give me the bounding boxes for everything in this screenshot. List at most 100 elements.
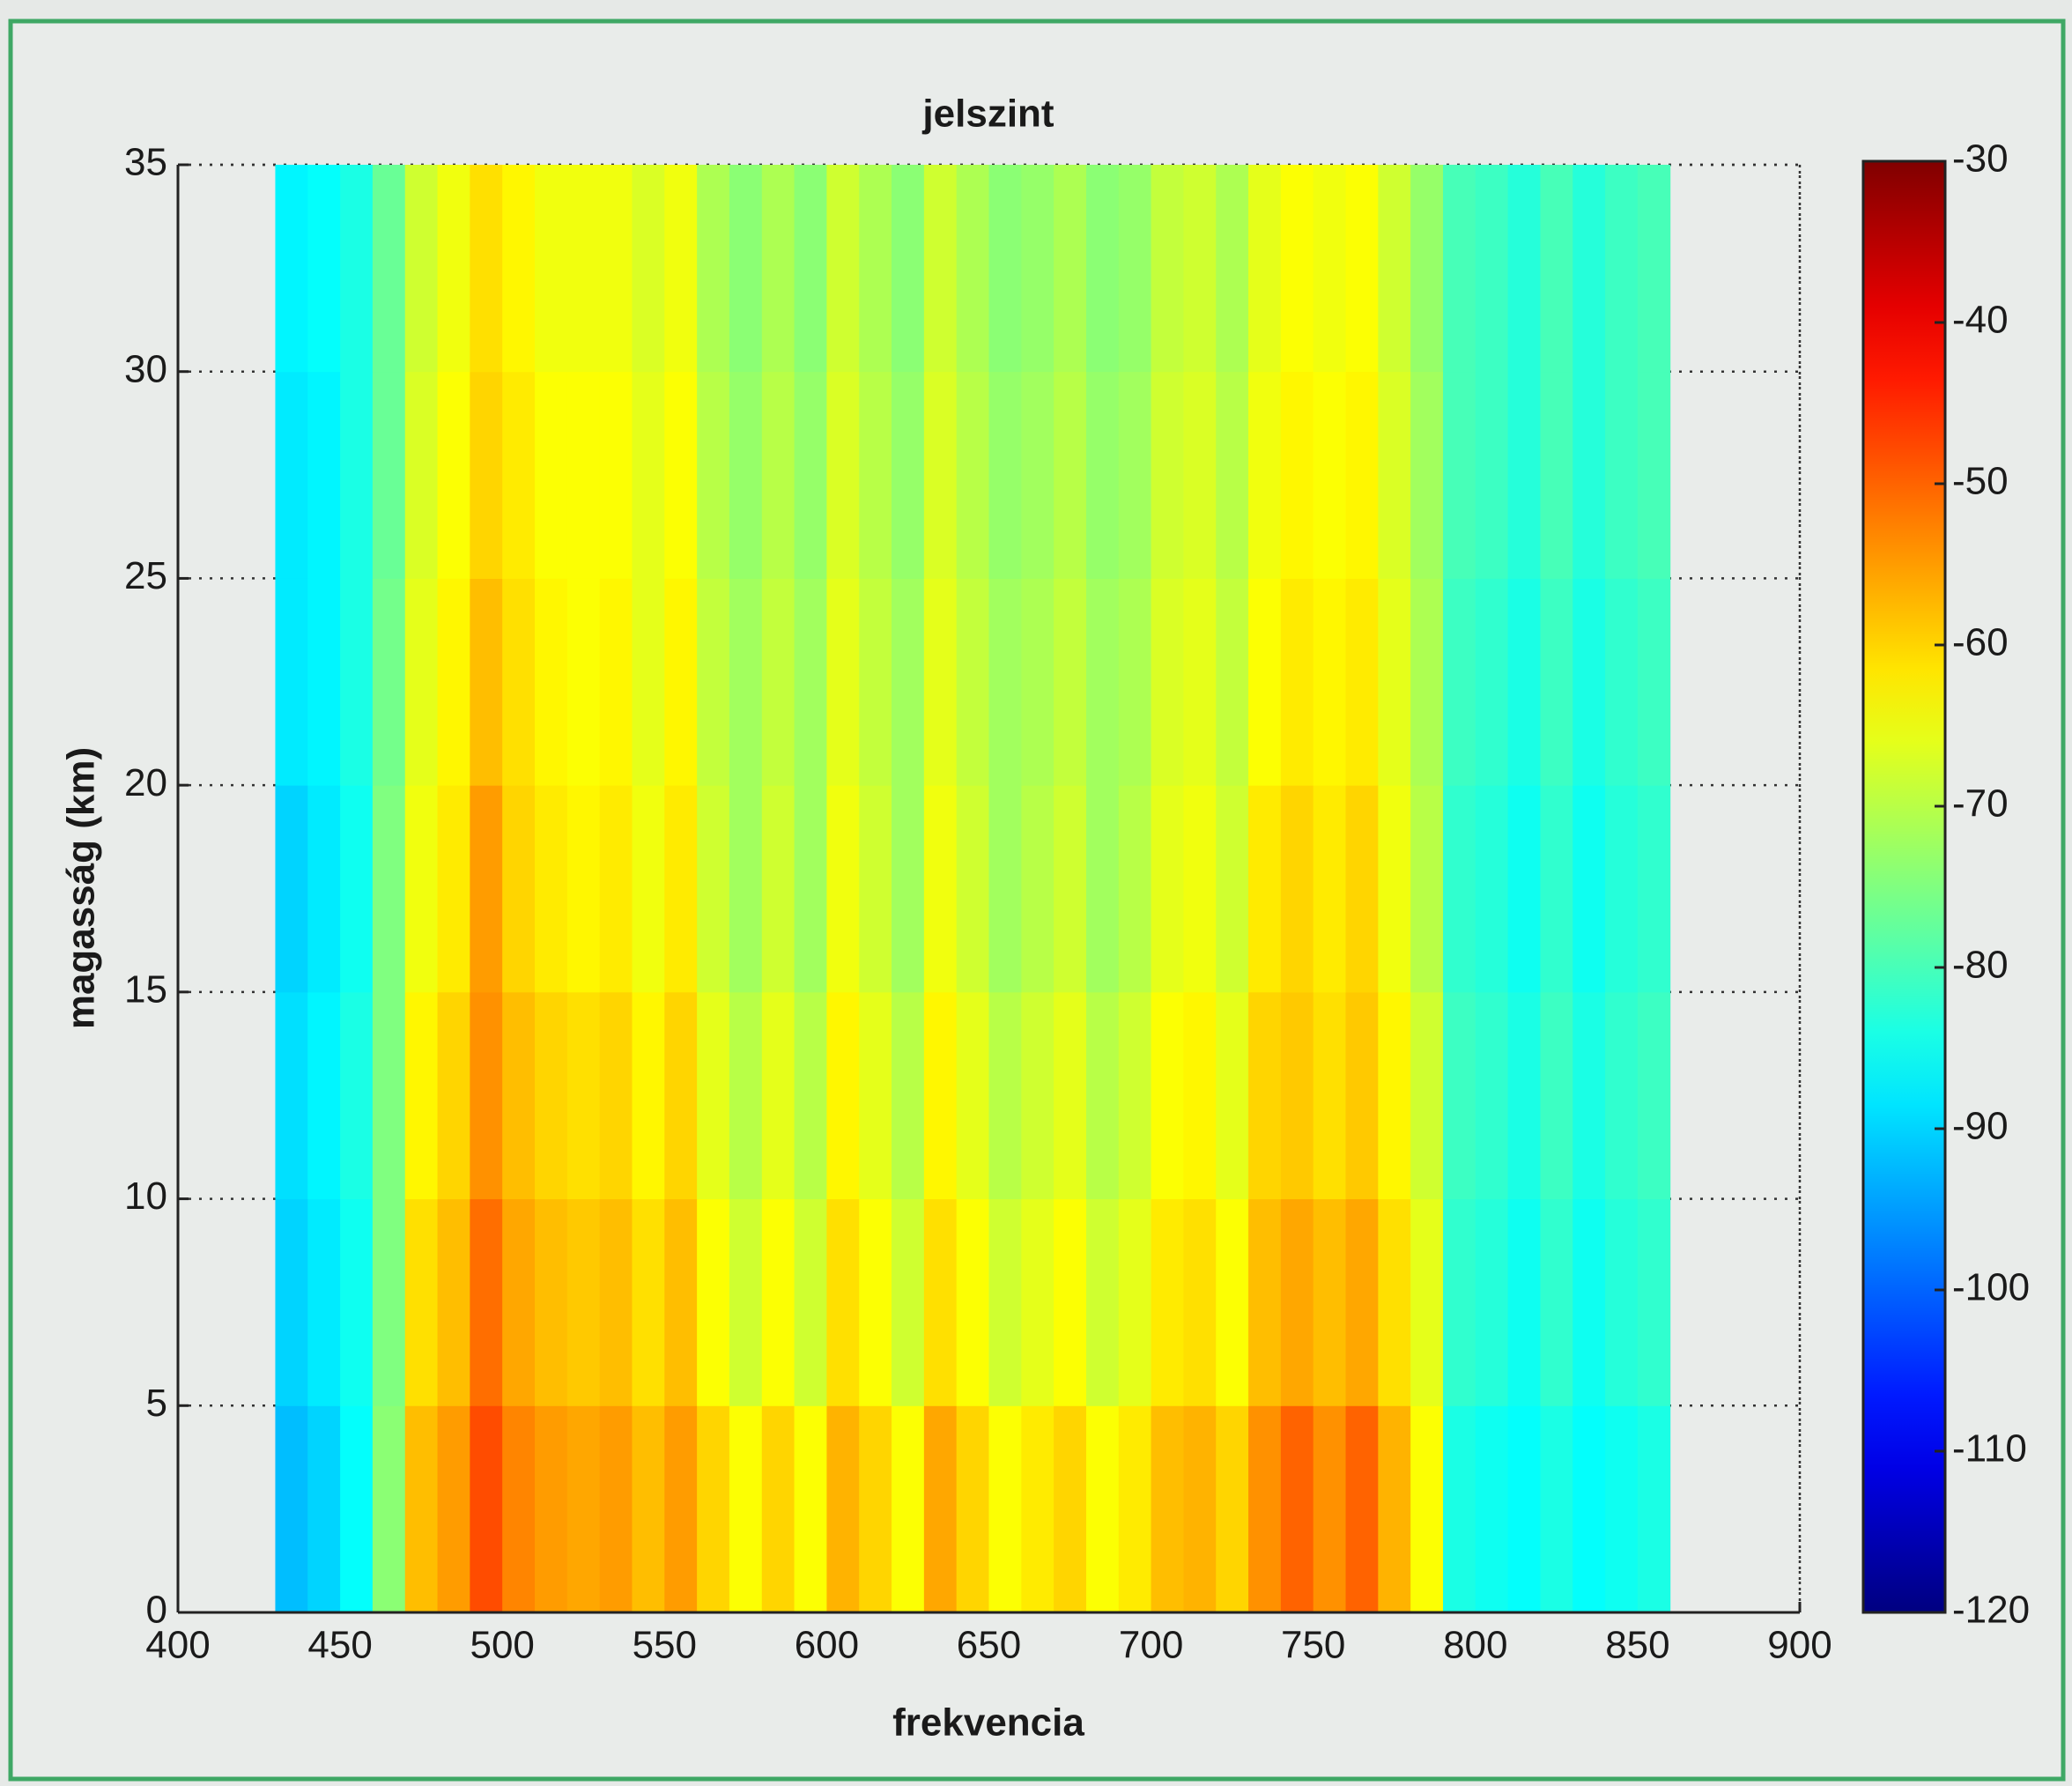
- heat-cell: [1151, 371, 1184, 579]
- heat-cell: [859, 1198, 892, 1406]
- heat-cell: [372, 578, 406, 786]
- heat-cell: [566, 578, 601, 786]
- heat-cell: [1637, 1405, 1671, 1613]
- heat-cell: [535, 991, 568, 1200]
- heat-cell: [632, 1198, 665, 1406]
- heat-cell: [794, 1198, 827, 1406]
- heat-cell: [892, 578, 925, 786]
- heat-cell: [340, 165, 374, 373]
- heat-cell: [1540, 1405, 1573, 1613]
- heat-cell: [275, 785, 308, 993]
- heat-cell: [1151, 165, 1184, 373]
- heat-cell: [859, 165, 892, 373]
- heat-cell: [372, 165, 406, 373]
- heat-cell: [697, 785, 730, 993]
- heat-cell: [1345, 785, 1379, 993]
- heat-cell: [1442, 991, 1476, 1200]
- heat-cell: [794, 578, 827, 786]
- heat-cell: [1442, 578, 1476, 786]
- heat-cell: [1248, 1405, 1282, 1613]
- heat-cell: [1118, 165, 1152, 373]
- heat-cell: [1345, 1198, 1379, 1406]
- heat-cell: [1605, 165, 1639, 373]
- heat-cell: [1021, 1198, 1054, 1406]
- heat-cell: [1378, 1198, 1411, 1406]
- heat-cell: [892, 1198, 925, 1406]
- heat-cell: [1248, 578, 1282, 786]
- heat-cell: [599, 578, 633, 786]
- heat-cell: [956, 1405, 989, 1613]
- heat-cell: [1507, 371, 1541, 579]
- heat-cell: [1605, 991, 1639, 1200]
- heat-cell: [859, 991, 892, 1200]
- heat-cell: [1410, 165, 1444, 373]
- heat-cell: [470, 1198, 503, 1406]
- heat-cell: [1085, 785, 1120, 993]
- heat-cell: [566, 1198, 601, 1406]
- heat-cell: [794, 991, 827, 1200]
- heat-cell: [1085, 578, 1120, 786]
- heat-cell: [923, 785, 958, 993]
- heat-cell: [664, 165, 698, 373]
- heat-cell: [1216, 578, 1249, 786]
- colorbar-tick-label: -110: [1952, 1427, 2027, 1471]
- heat-cell: [632, 1405, 665, 1613]
- heat-cell: [1345, 371, 1379, 579]
- heat-cell: [1118, 1198, 1152, 1406]
- heat-cell: [1637, 991, 1671, 1200]
- heat-cell: [340, 785, 374, 993]
- colorbar-tick-label: -40: [1952, 299, 2009, 342]
- heat-cell: [697, 991, 730, 1200]
- heat-cell: [1410, 371, 1444, 579]
- heat-cell: [1054, 371, 1087, 579]
- heat-cell: [307, 1198, 341, 1406]
- heat-cell: [1248, 165, 1282, 373]
- heat-cell: [535, 578, 568, 786]
- heat-cell: [1410, 578, 1444, 786]
- heat-cell: [988, 578, 1022, 786]
- heat-cell: [826, 165, 860, 373]
- heat-cell: [729, 1405, 763, 1613]
- colorbar-tick-label: -60: [1952, 621, 2009, 664]
- heat-cell: [1313, 165, 1347, 373]
- heat-cell: [1248, 1198, 1282, 1406]
- heat-cell: [1280, 371, 1314, 579]
- heat-cell: [761, 1405, 796, 1613]
- heat-cell: [372, 991, 406, 1200]
- heat-cell: [956, 785, 989, 993]
- heat-cell: [1345, 578, 1379, 786]
- heat-cell: [404, 371, 439, 579]
- heat-cell: [632, 165, 665, 373]
- heat-cell: [1637, 371, 1671, 579]
- heat-cell: [1572, 371, 1606, 579]
- heat-cell: [1572, 165, 1606, 373]
- heat-cell: [1248, 991, 1282, 1200]
- heat-cell: [1507, 578, 1541, 786]
- heat-cell: [923, 578, 958, 786]
- heat-cell: [1280, 165, 1314, 373]
- heat-cell: [1475, 371, 1509, 579]
- heat-cell: [275, 1198, 308, 1406]
- heat-cell: [1378, 785, 1411, 993]
- heat-cell: [729, 578, 763, 786]
- heat-cell: [1540, 785, 1573, 993]
- heat-cell: [1605, 785, 1639, 993]
- heat-cell: [1378, 165, 1411, 373]
- heat-cell: [1507, 165, 1541, 373]
- heat-cell: [502, 785, 536, 993]
- x-axis-label: frekvencia: [892, 1701, 1084, 1745]
- heat-cell: [1021, 165, 1054, 373]
- heat-cell: [1605, 1405, 1639, 1613]
- heat-cell: [307, 1405, 341, 1613]
- heat-cell: [697, 165, 730, 373]
- y-tick-label: 35: [124, 141, 167, 184]
- heat-cell: [502, 578, 536, 786]
- y-tick-label: 25: [124, 554, 167, 597]
- heat-cell: [1054, 1405, 1087, 1613]
- heat-cell: [1475, 578, 1509, 786]
- heat-cell: [923, 991, 958, 1200]
- heat-cell: [729, 991, 763, 1200]
- heat-cell: [1085, 165, 1120, 373]
- heat-cell: [404, 785, 439, 993]
